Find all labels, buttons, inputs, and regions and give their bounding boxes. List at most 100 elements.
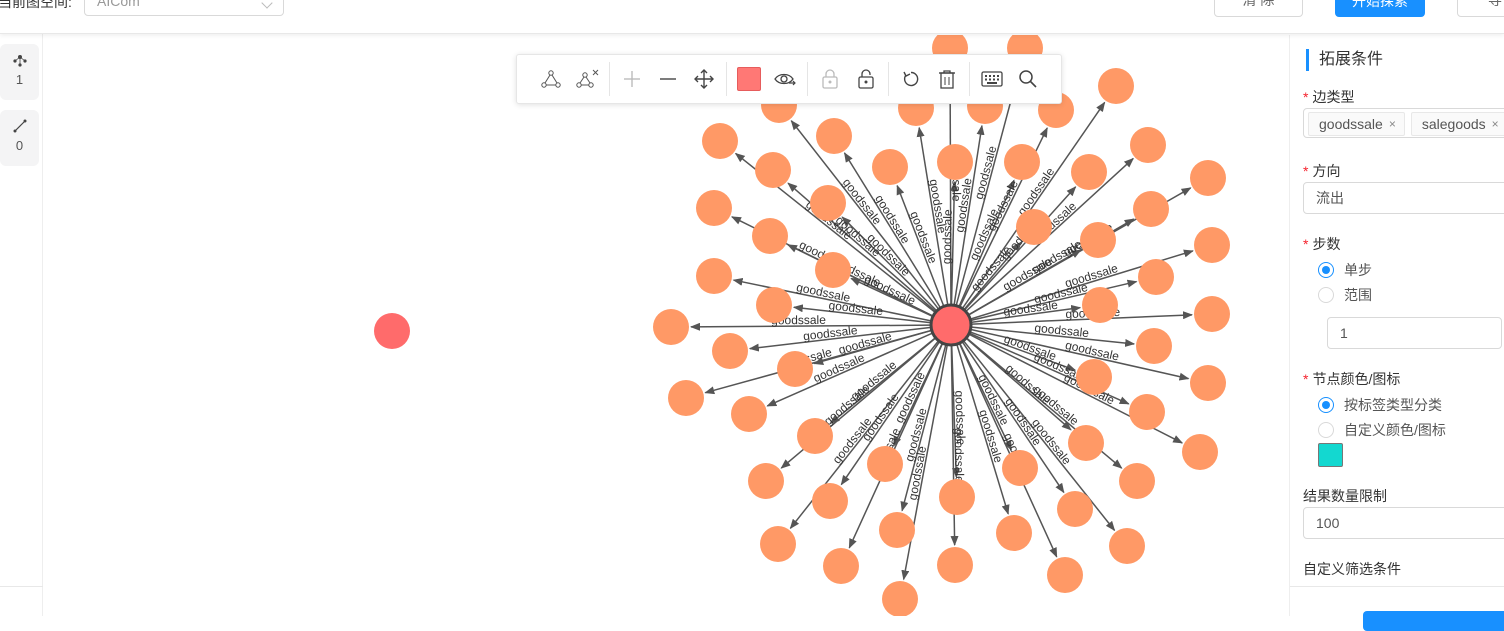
radio-unchecked[interactable] [1318,287,1334,303]
graph-edge[interactable] [971,326,1136,347]
graph-edge[interactable] [966,338,1072,431]
graph-node[interactable] [1002,450,1038,486]
graph-node[interactable] [696,190,732,226]
graph-edge[interactable] [962,341,1065,494]
unlock-icon[interactable] [848,61,884,97]
graph-node[interactable] [752,218,788,254]
graph-node[interactable] [1098,68,1134,104]
graph-node[interactable] [760,526,796,562]
graph-node[interactable] [882,581,918,616]
graph-node[interactable] [939,479,975,515]
graph-node[interactable] [816,118,852,154]
edge-tag[interactable]: salegoods × [1410,112,1504,136]
graph-edge[interactable] [963,241,1022,310]
graph-node[interactable] [1133,191,1169,227]
graph-node[interactable] [1016,209,1052,245]
step-count-input[interactable]: 1 [1327,317,1502,349]
isolated-node[interactable] [374,313,410,349]
zoom-out-icon[interactable] [650,61,686,97]
node-count-card[interactable]: 1 [0,44,39,100]
center-node[interactable] [929,303,973,347]
graph-node[interactable] [1080,222,1116,258]
custom-color-swatch[interactable] [1318,443,1343,467]
graph-edge[interactable] [971,328,1190,381]
graph-node[interactable] [731,396,767,432]
graph-node[interactable] [937,144,973,180]
graph-edge[interactable] [704,329,931,395]
graph-node[interactable] [755,152,791,188]
zoom-in-icon[interactable] [614,61,650,97]
radio-checked[interactable] [1318,397,1334,413]
delete-edge-icon[interactable] [569,61,605,97]
graph-edge[interactable] [689,322,931,331]
graph-edge[interactable] [850,277,933,317]
graph-edge[interactable] [959,343,1012,451]
graph-node[interactable] [1138,259,1174,295]
radio-unchecked[interactable] [1318,422,1334,438]
graph-node[interactable] [812,483,848,519]
graph-node[interactable] [1119,463,1155,499]
style-by-label-radio[interactable]: 按标签类型分类 [1318,395,1442,415]
add-edge-icon[interactable] [533,61,569,97]
graph-edge[interactable] [950,345,960,479]
undo-icon[interactable] [893,61,929,97]
graph-node[interactable] [1190,160,1226,196]
edge-type-select[interactable]: goodssale × salegoods × [1303,108,1504,138]
graph-node[interactable] [823,548,859,584]
graph-edge[interactable] [953,124,985,305]
graph-edge[interactable] [956,344,1010,515]
graph-node[interactable] [1194,296,1230,332]
graph-node[interactable] [702,123,738,159]
graph-edge[interactable] [843,152,941,308]
graph-node[interactable] [1182,434,1218,470]
lock-icon[interactable] [812,61,848,97]
graph-node[interactable] [1071,154,1107,190]
hide-icon[interactable] [767,61,803,97]
graph-node[interactable] [1068,425,1104,461]
panel-action-button[interactable] [1363,611,1504,631]
graph-node[interactable] [872,149,908,185]
node-color-swatch[interactable] [731,61,767,97]
step-range-radio[interactable]: 范围 [1318,285,1372,305]
graph-node[interactable] [810,185,846,221]
graph-edge[interactable] [950,180,959,305]
graph-edge[interactable] [732,277,931,322]
graph-node[interactable] [996,515,1032,551]
edge-count-card[interactable]: 0 [0,110,39,166]
radio-checked[interactable] [1318,262,1334,278]
graph-edge[interactable] [971,311,1194,325]
graph-node[interactable] [668,380,704,416]
graph-space-select[interactable]: AICom [84,0,284,16]
graph-edge[interactable] [840,341,940,486]
graph-node[interactable] [777,351,813,387]
graph-edge[interactable] [959,343,1058,558]
style-custom-radio[interactable]: 自定义颜色/图标 [1318,420,1446,440]
graph-node[interactable] [1047,557,1083,593]
graph-node[interactable] [879,512,915,548]
graph-node[interactable] [937,547,973,583]
edge-tag[interactable]: goodssale × [1308,112,1405,136]
close-icon[interactable]: × [1491,117,1499,131]
graph-edge[interactable] [896,184,945,306]
graph-node[interactable] [1194,227,1230,263]
graph-edge[interactable] [766,332,933,407]
graph-node[interactable] [748,463,784,499]
graph-edge[interactable] [955,66,1022,305]
graph-canvas[interactable]: goodssale goodssale goodssale goodssale good… [44,35,1288,616]
delete-icon[interactable] [929,61,965,97]
graph-edge[interactable] [970,331,1077,371]
graph-node[interactable] [1004,144,1040,180]
graph-node[interactable] [1190,365,1226,401]
close-icon[interactable]: × [1388,117,1396,131]
graph-node[interactable] [696,258,732,294]
graph-node[interactable] [1076,359,1112,395]
graph-edge[interactable] [792,304,931,324]
graph-node[interactable] [756,287,792,323]
graph-edge[interactable] [841,216,937,311]
graph-node[interactable] [712,333,748,369]
graph-node[interactable] [867,446,903,482]
graph-edge[interactable] [790,119,939,309]
graph-node[interactable] [1136,328,1172,364]
export-button[interactable]: 导 [1457,0,1504,17]
